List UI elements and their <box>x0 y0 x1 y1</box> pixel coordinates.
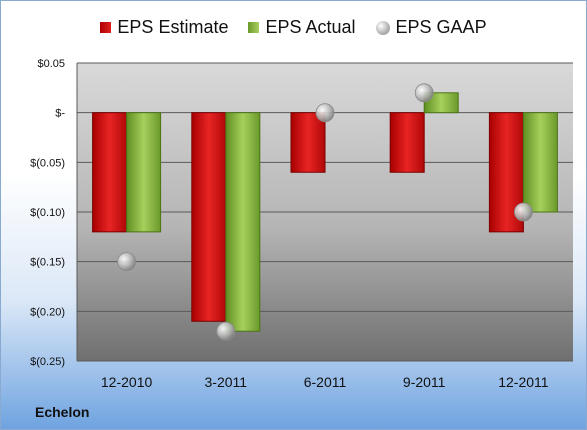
bar-eps-estimate <box>191 112 227 322</box>
legend-item-gaap: EPS GAAP <box>375 17 487 38</box>
bar-eps-estimate <box>92 112 128 233</box>
y-tick-label: $(0.05) <box>30 157 65 169</box>
x-category-label: 9-2011 <box>403 374 446 390</box>
legend-item-actual: EPS Actual <box>248 17 356 38</box>
y-tick-label: $(0.15) <box>30 257 65 269</box>
x-category-label: 12-2011 <box>498 374 549 390</box>
x-axis-labels: 12-2010 3-2011 6-2011 9-2011 12-2011 <box>101 374 549 390</box>
x-category-label: 3-2011 <box>205 374 248 390</box>
y-axis-ticks: $0.05 $- $(0.05) $(0.10) $(0.15) $(0.20) $(0.2… <box>30 58 65 368</box>
y-tick-label: $- <box>55 108 65 120</box>
legend-label-gaap: EPS GAAP <box>395 17 487 37</box>
point-eps-gaap <box>315 103 335 123</box>
legend-label-estimate: EPS Estimate <box>117 17 229 37</box>
legend-item-estimate: EPS Estimate <box>100 17 228 38</box>
bar-eps-actual <box>126 112 162 233</box>
y-tick-label: $(0.25) <box>30 356 65 368</box>
legend-label-actual: EPS Actual <box>265 17 356 37</box>
y-tick-label: $(0.20) <box>30 306 65 318</box>
company-name: Echelon <box>35 404 90 420</box>
legend-swatch-actual <box>248 22 260 33</box>
point-eps-gaap <box>514 202 533 222</box>
bar-eps-actual <box>522 112 558 213</box>
bar-eps-estimate <box>290 112 326 173</box>
point-eps-gaap <box>414 83 434 103</box>
y-tick-label: $0.05 <box>37 58 65 70</box>
bar-eps-actual <box>225 112 261 332</box>
bars <box>92 92 558 332</box>
bar-eps-actual <box>423 92 459 114</box>
point-eps-gaap <box>117 252 136 272</box>
legend-swatch-gaap <box>375 20 390 35</box>
y-tick-label: $(0.10) <box>30 207 65 219</box>
legend: EPS Estimate EPS Actual EPS GAAP <box>1 17 586 38</box>
bar-eps-estimate <box>389 112 425 173</box>
point-eps-gaap <box>216 321 236 341</box>
legend-swatch-estimate <box>100 22 112 33</box>
x-category-label: 6-2011 <box>304 374 347 390</box>
gaap-points <box>117 83 533 341</box>
x-category-label: 12-2010 <box>101 374 153 390</box>
